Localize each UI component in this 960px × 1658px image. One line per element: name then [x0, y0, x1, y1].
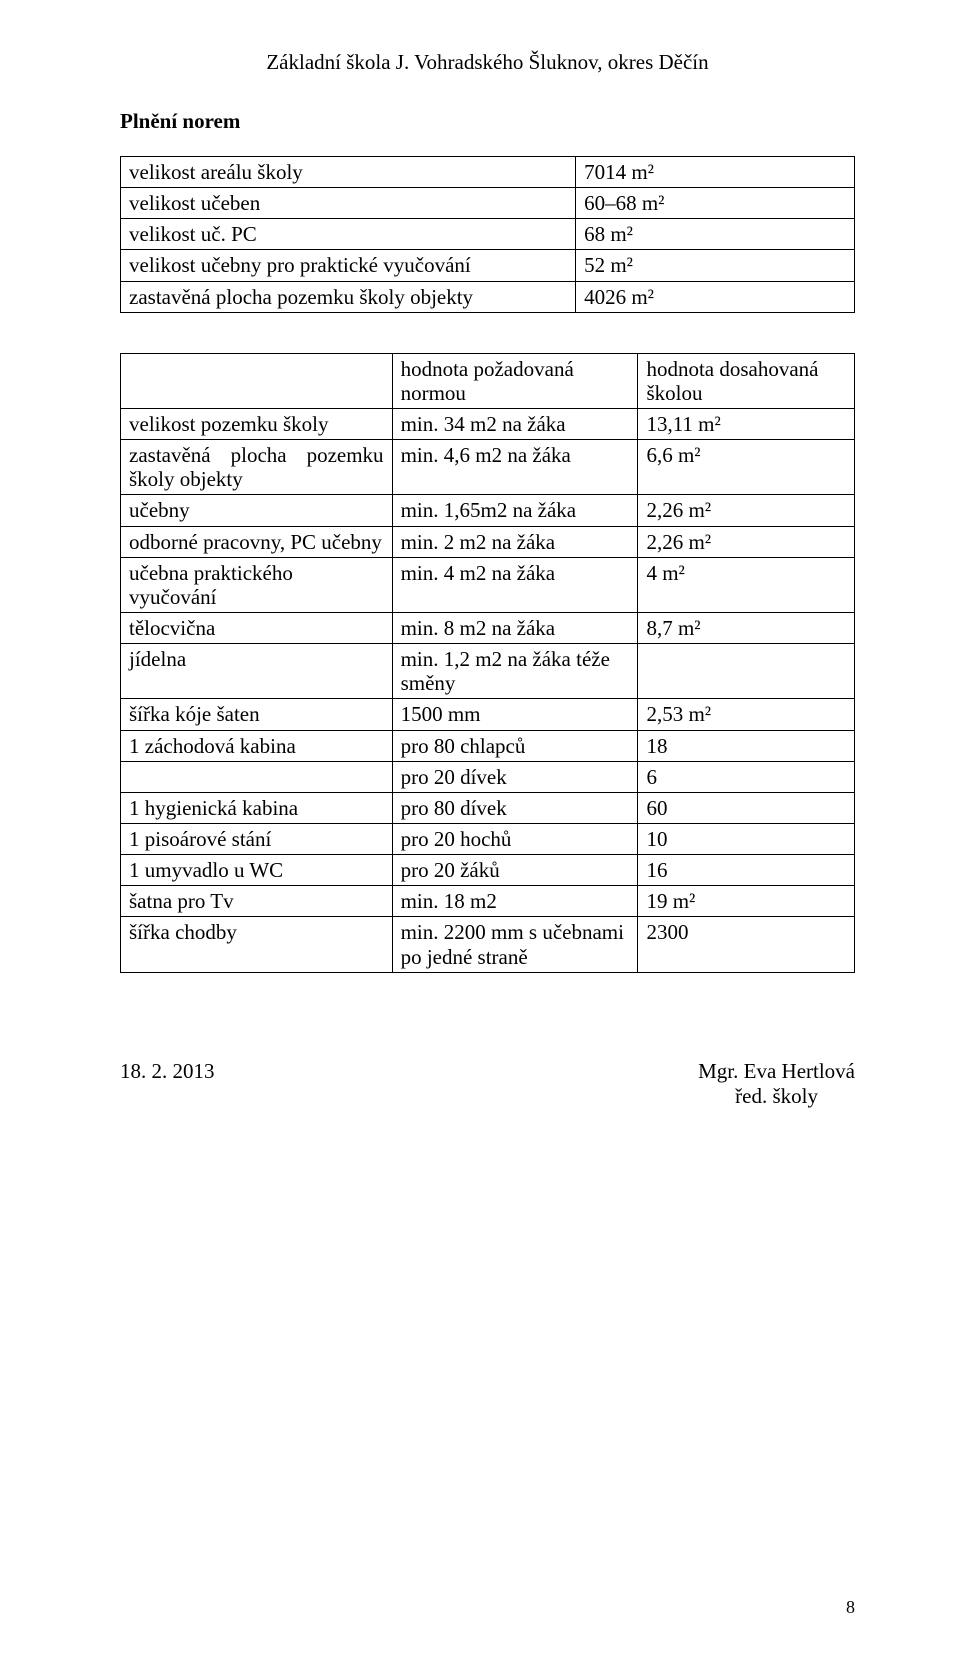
table-row: 1 hygienická kabina pro 80 dívek 60 — [121, 792, 855, 823]
text: pozemku — [307, 443, 384, 467]
cell: min. 4 m2 na žáka — [392, 557, 638, 612]
table-row: šířka chodby min. 2200 mm s učebnami po … — [121, 917, 855, 972]
text: zastavěná — [129, 443, 211, 467]
table-row: tělocvična min. 8 m2 na žáka 8,7 m² — [121, 612, 855, 643]
cell: 10 — [638, 823, 855, 854]
cell: 2,26 m² — [638, 495, 855, 526]
cell: 1500 mm — [392, 699, 638, 730]
cell: pro 80 chlapců — [392, 730, 638, 761]
cell: 16 — [638, 855, 855, 886]
cell-header: hodnota dosahovaná školou — [638, 353, 855, 408]
cell: učebna praktického vyučování — [121, 557, 393, 612]
cell — [638, 644, 855, 699]
table-row: velikost areálu školy 7014 m² — [121, 157, 855, 188]
cell-label: velikost areálu školy — [121, 157, 576, 188]
cell: 4 m² — [638, 557, 855, 612]
table-row: 1 umyvadlo u WC pro 20 žáků 16 — [121, 855, 855, 886]
cell: pro 20 dívek — [392, 761, 638, 792]
cell: učebny — [121, 495, 393, 526]
cell-value: 52 m² — [576, 250, 855, 281]
cell: šířka chodby — [121, 917, 393, 972]
cell-label: velikost uč. PC — [121, 219, 576, 250]
signature-person: Mgr. Eva Hertlová řed. školy — [698, 1059, 855, 1109]
table-row: velikost učeben 60–68 m² — [121, 188, 855, 219]
cell: jídelna — [121, 644, 393, 699]
cell-header — [121, 353, 393, 408]
cell: min. 34 m2 na žáka — [392, 408, 638, 439]
page: Základní škola J. Vohradského Šluknov, o… — [0, 0, 960, 1658]
cell: min. 18 m2 — [392, 886, 638, 917]
cell: 60 — [638, 792, 855, 823]
table-row: velikost pozemku školy min. 34 m2 na žák… — [121, 408, 855, 439]
cell-label: zastavěná plocha pozemku školy objekty — [121, 281, 576, 312]
section-title: Plnění norem — [120, 109, 855, 134]
cell: 2,53 m² — [638, 699, 855, 730]
cell: pro 20 žáků — [392, 855, 638, 886]
table-row: velikost učebny pro praktické vyučování … — [121, 250, 855, 281]
table-row: jídelna min. 1,2 m2 na žáka téže směny — [121, 644, 855, 699]
cell: min. 1,2 m2 na žáka téže směny — [392, 644, 638, 699]
table-row: šířka kóje šaten 1500 mm 2,53 m² — [121, 699, 855, 730]
cell: 8,7 m² — [638, 612, 855, 643]
table-row: pro 20 dívek 6 — [121, 761, 855, 792]
table-row: šatna pro Tv min. 18 m2 19 m² — [121, 886, 855, 917]
cell-header: hodnota požadovaná normou — [392, 353, 638, 408]
table-row: 1 pisoárové stání pro 20 hochů 10 — [121, 823, 855, 854]
text: plocha — [231, 443, 287, 467]
cell: 1 umyvadlo u WC — [121, 855, 393, 886]
cell: pro 20 hochů — [392, 823, 638, 854]
cell: velikost pozemku školy — [121, 408, 393, 439]
cell: min. 2200 mm s učebnami po jedné straně — [392, 917, 638, 972]
school-name-header: Základní škola J. Vohradského Šluknov, o… — [120, 50, 855, 75]
table-row: zastavěná plocha pozemku školy objekty m… — [121, 440, 855, 495]
cell: 1 hygienická kabina — [121, 792, 393, 823]
table-row: 1 záchodová kabina pro 80 chlapců 18 — [121, 730, 855, 761]
table-row: učebna praktického vyučování min. 4 m2 n… — [121, 557, 855, 612]
cell: 1 pisoárové stání — [121, 823, 393, 854]
cell: šatna pro Tv — [121, 886, 393, 917]
cell: 13,11 m² — [638, 408, 855, 439]
cell: min. 4,6 m2 na žáka — [392, 440, 638, 495]
cell: min. 2 m2 na žáka — [392, 526, 638, 557]
table-row: zastavěná plocha pozemku školy objekty 4… — [121, 281, 855, 312]
table-header-row: hodnota požadovaná normou hodnota dosaho… — [121, 353, 855, 408]
table-dimensions: velikost areálu školy 7014 m² velikost u… — [120, 156, 855, 313]
cell-label: velikost učeben — [121, 188, 576, 219]
page-number: 8 — [846, 1597, 855, 1618]
cell: 18 — [638, 730, 855, 761]
signature-date: 18. 2. 2013 — [120, 1059, 215, 1109]
cell-value: 68 m² — [576, 219, 855, 250]
cell: 1 záchodová kabina — [121, 730, 393, 761]
signature-block: 18. 2. 2013 Mgr. Eva Hertlová řed. školy — [120, 1059, 855, 1109]
cell — [121, 761, 393, 792]
cell: pro 80 dívek — [392, 792, 638, 823]
table-row: velikost uč. PC 68 m² — [121, 219, 855, 250]
signature-name: Mgr. Eva Hertlová — [698, 1059, 855, 1084]
table-row: učebny min. 1,65m2 na žáka 2,26 m² — [121, 495, 855, 526]
cell-value: 60–68 m² — [576, 188, 855, 219]
table-row: odborné pracovny, PC učebny min. 2 m2 na… — [121, 526, 855, 557]
cell: min. 8 m2 na žáka — [392, 612, 638, 643]
cell: 6,6 m² — [638, 440, 855, 495]
cell: odborné pracovny, PC učebny — [121, 526, 393, 557]
signature-role: řed. školy — [698, 1084, 855, 1109]
cell: min. 1,65m2 na žáka — [392, 495, 638, 526]
cell: zastavěná plocha pozemku školy objekty — [121, 440, 393, 495]
cell: šířka kóje šaten — [121, 699, 393, 730]
cell: tělocvična — [121, 612, 393, 643]
cell-value: 4026 m² — [576, 281, 855, 312]
cell: 6 — [638, 761, 855, 792]
cell-value: 7014 m² — [576, 157, 855, 188]
cell: 19 m² — [638, 886, 855, 917]
cell-label: velikost učebny pro praktické vyučování — [121, 250, 576, 281]
table-norms: hodnota požadovaná normou hodnota dosaho… — [120, 353, 855, 973]
cell: 2300 — [638, 917, 855, 972]
cell: 2,26 m² — [638, 526, 855, 557]
text: školy objekty — [129, 467, 243, 491]
